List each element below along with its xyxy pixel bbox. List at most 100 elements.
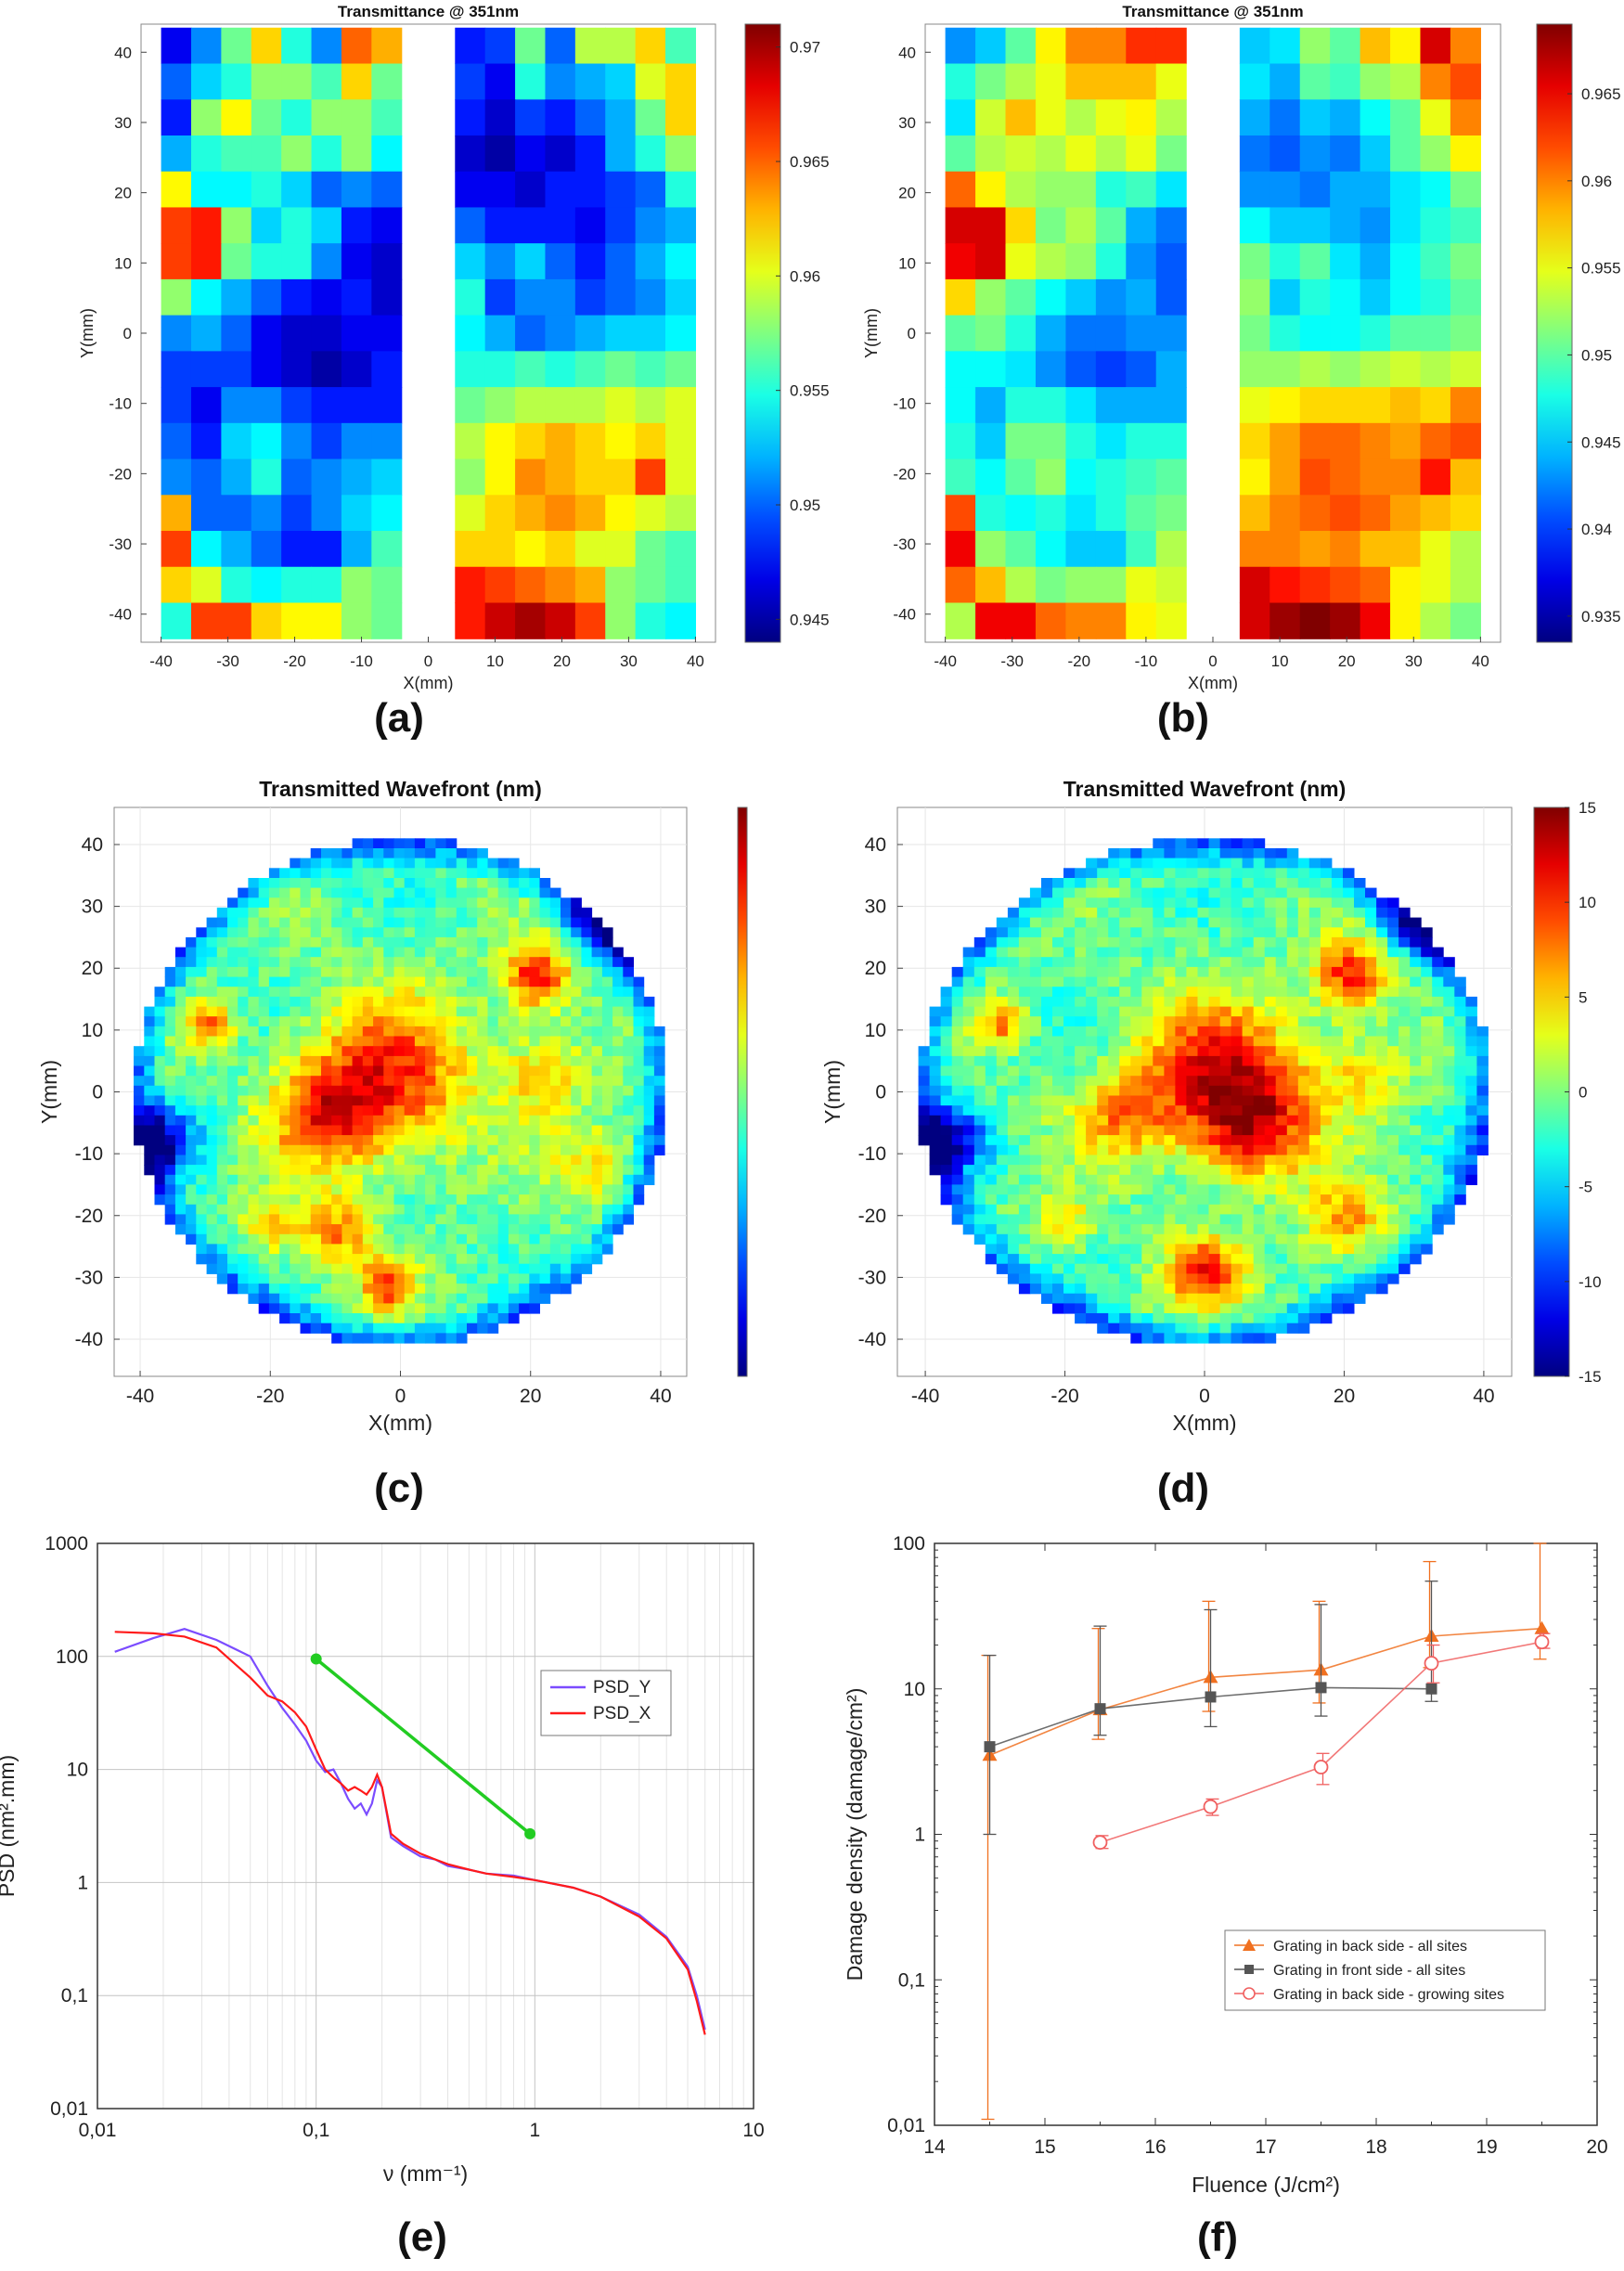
heatmap-cell [515, 566, 547, 604]
chart-a: -40 -30 -20 -10 0 10 20 30 40403020100-10-20-30-… [78, 3, 830, 741]
wavefront-cell [1465, 1115, 1477, 1126]
heatmap-cell [574, 315, 606, 352]
wavefront-cell [1242, 1026, 1255, 1038]
heatmap-cell [1330, 27, 1361, 65]
wavefront-cell [258, 966, 270, 978]
heatmap-cell [1005, 315, 1037, 352]
wavefront-cell [1029, 1144, 1042, 1155]
y-tick-label: -30 [858, 1267, 886, 1288]
wavefront-cell [1231, 1155, 1244, 1166]
wavefront-cell [290, 858, 301, 869]
wavefront-cell [1264, 858, 1277, 869]
wavefront-cell [290, 1244, 301, 1255]
wavefront-cell [1164, 1303, 1176, 1314]
wavefront-cell [290, 907, 301, 919]
wavefront-cell [561, 1214, 572, 1225]
wavefront-cell [1286, 1273, 1299, 1284]
wavefront-cell [393, 957, 406, 968]
wavefront-cell [529, 897, 540, 909]
wavefront-cell [248, 1233, 260, 1245]
wavefront-cell [1208, 1165, 1220, 1176]
wavefront-cell [258, 1065, 270, 1077]
wavefront-cell [1164, 957, 1176, 968]
wavefront-cell [487, 1085, 499, 1096]
wavefront-cell [1253, 887, 1266, 898]
heatmap-cell [1126, 171, 1157, 209]
wavefront-cell [985, 1026, 998, 1038]
wavefront-cell [1398, 1105, 1411, 1116]
wavefront-cell [581, 1144, 593, 1155]
wavefront-cell [918, 1105, 931, 1116]
wavefront-cell [321, 868, 332, 879]
wavefront-cell [1130, 1293, 1142, 1304]
heatmap-cell [574, 243, 606, 280]
wavefront-cell [1197, 996, 1209, 1008]
wavefront-cell [404, 1284, 416, 1295]
wavefront-cell [1275, 1115, 1288, 1126]
wavefront-cell [529, 1303, 540, 1314]
wavefront-cell [1297, 1016, 1310, 1027]
wavefront-cell [425, 1323, 436, 1334]
wavefront-cell [1308, 1105, 1321, 1116]
wavefront-cell [1286, 936, 1299, 948]
heatmap-cell [1390, 171, 1422, 209]
wavefront-cell [1018, 936, 1031, 948]
heatmap-cell [545, 207, 576, 244]
wavefront-cell [1075, 1224, 1087, 1235]
wavefront-cell [1186, 1184, 1198, 1195]
wavefront-cell [321, 1313, 332, 1324]
wavefront-cell [445, 858, 458, 869]
wavefront-cell [331, 887, 342, 898]
wavefront-cell [164, 987, 176, 998]
wavefront-cell [1141, 957, 1154, 968]
wavefront-cell [1208, 1115, 1220, 1126]
heatmap-cell [161, 495, 192, 532]
wavefront-cell [561, 1095, 572, 1106]
wavefront-cell [238, 1016, 249, 1027]
wavefront-cell [643, 1165, 655, 1176]
wavefront-cell [951, 1125, 964, 1136]
wavefront-cell [1376, 1174, 1388, 1185]
wavefront-cell [1219, 1194, 1232, 1206]
wavefront-cell [508, 1095, 520, 1106]
wavefront-cell [1063, 1284, 1076, 1295]
wavefront-cell [164, 1135, 176, 1146]
wavefront-cell [1075, 1284, 1087, 1295]
wavefront-cell [300, 907, 312, 919]
wavefront-cell [633, 1076, 645, 1087]
wavefront-cell [1018, 1065, 1031, 1077]
wavefront-cell [290, 917, 301, 928]
wavefront-cell [549, 1284, 561, 1295]
heatmap-cell [574, 63, 606, 100]
wavefront-cell [1029, 1105, 1042, 1116]
wavefront-cell [571, 1046, 582, 1057]
wavefront-cell [1253, 1046, 1266, 1057]
wavefront-cell [951, 1016, 964, 1027]
wavefront-cell [414, 1293, 426, 1304]
wavefront-cell [300, 1303, 312, 1314]
wavefront-cell [940, 1036, 953, 1047]
wavefront-cell [404, 927, 416, 938]
wavefront-cell [393, 1115, 406, 1126]
heatmap-cell [190, 495, 222, 532]
wavefront-cell [1376, 1224, 1388, 1235]
wavefront-cell [571, 1125, 582, 1136]
wavefront-cell [477, 936, 488, 948]
wavefront-cell [1130, 1214, 1142, 1225]
wavefront-cell [331, 927, 342, 938]
wavefront-cell [539, 1293, 551, 1304]
wavefront-cell [1018, 1036, 1031, 1047]
wavefront-cell [1063, 1165, 1076, 1176]
wavefront-cell [591, 1165, 603, 1176]
wavefront-cell [435, 1233, 447, 1245]
wavefront-cell [1063, 987, 1076, 998]
wavefront-cell [258, 976, 270, 987]
wavefront-cell [1075, 1036, 1087, 1047]
wavefront-cell [1208, 1055, 1220, 1067]
wavefront-cell [549, 897, 561, 909]
heatmap-cell [1095, 315, 1127, 352]
wavefront-cell [134, 1076, 145, 1087]
wavefront-cell [1410, 1085, 1422, 1096]
wavefront-cell [1264, 1303, 1277, 1314]
wavefront-cell [508, 1115, 520, 1126]
